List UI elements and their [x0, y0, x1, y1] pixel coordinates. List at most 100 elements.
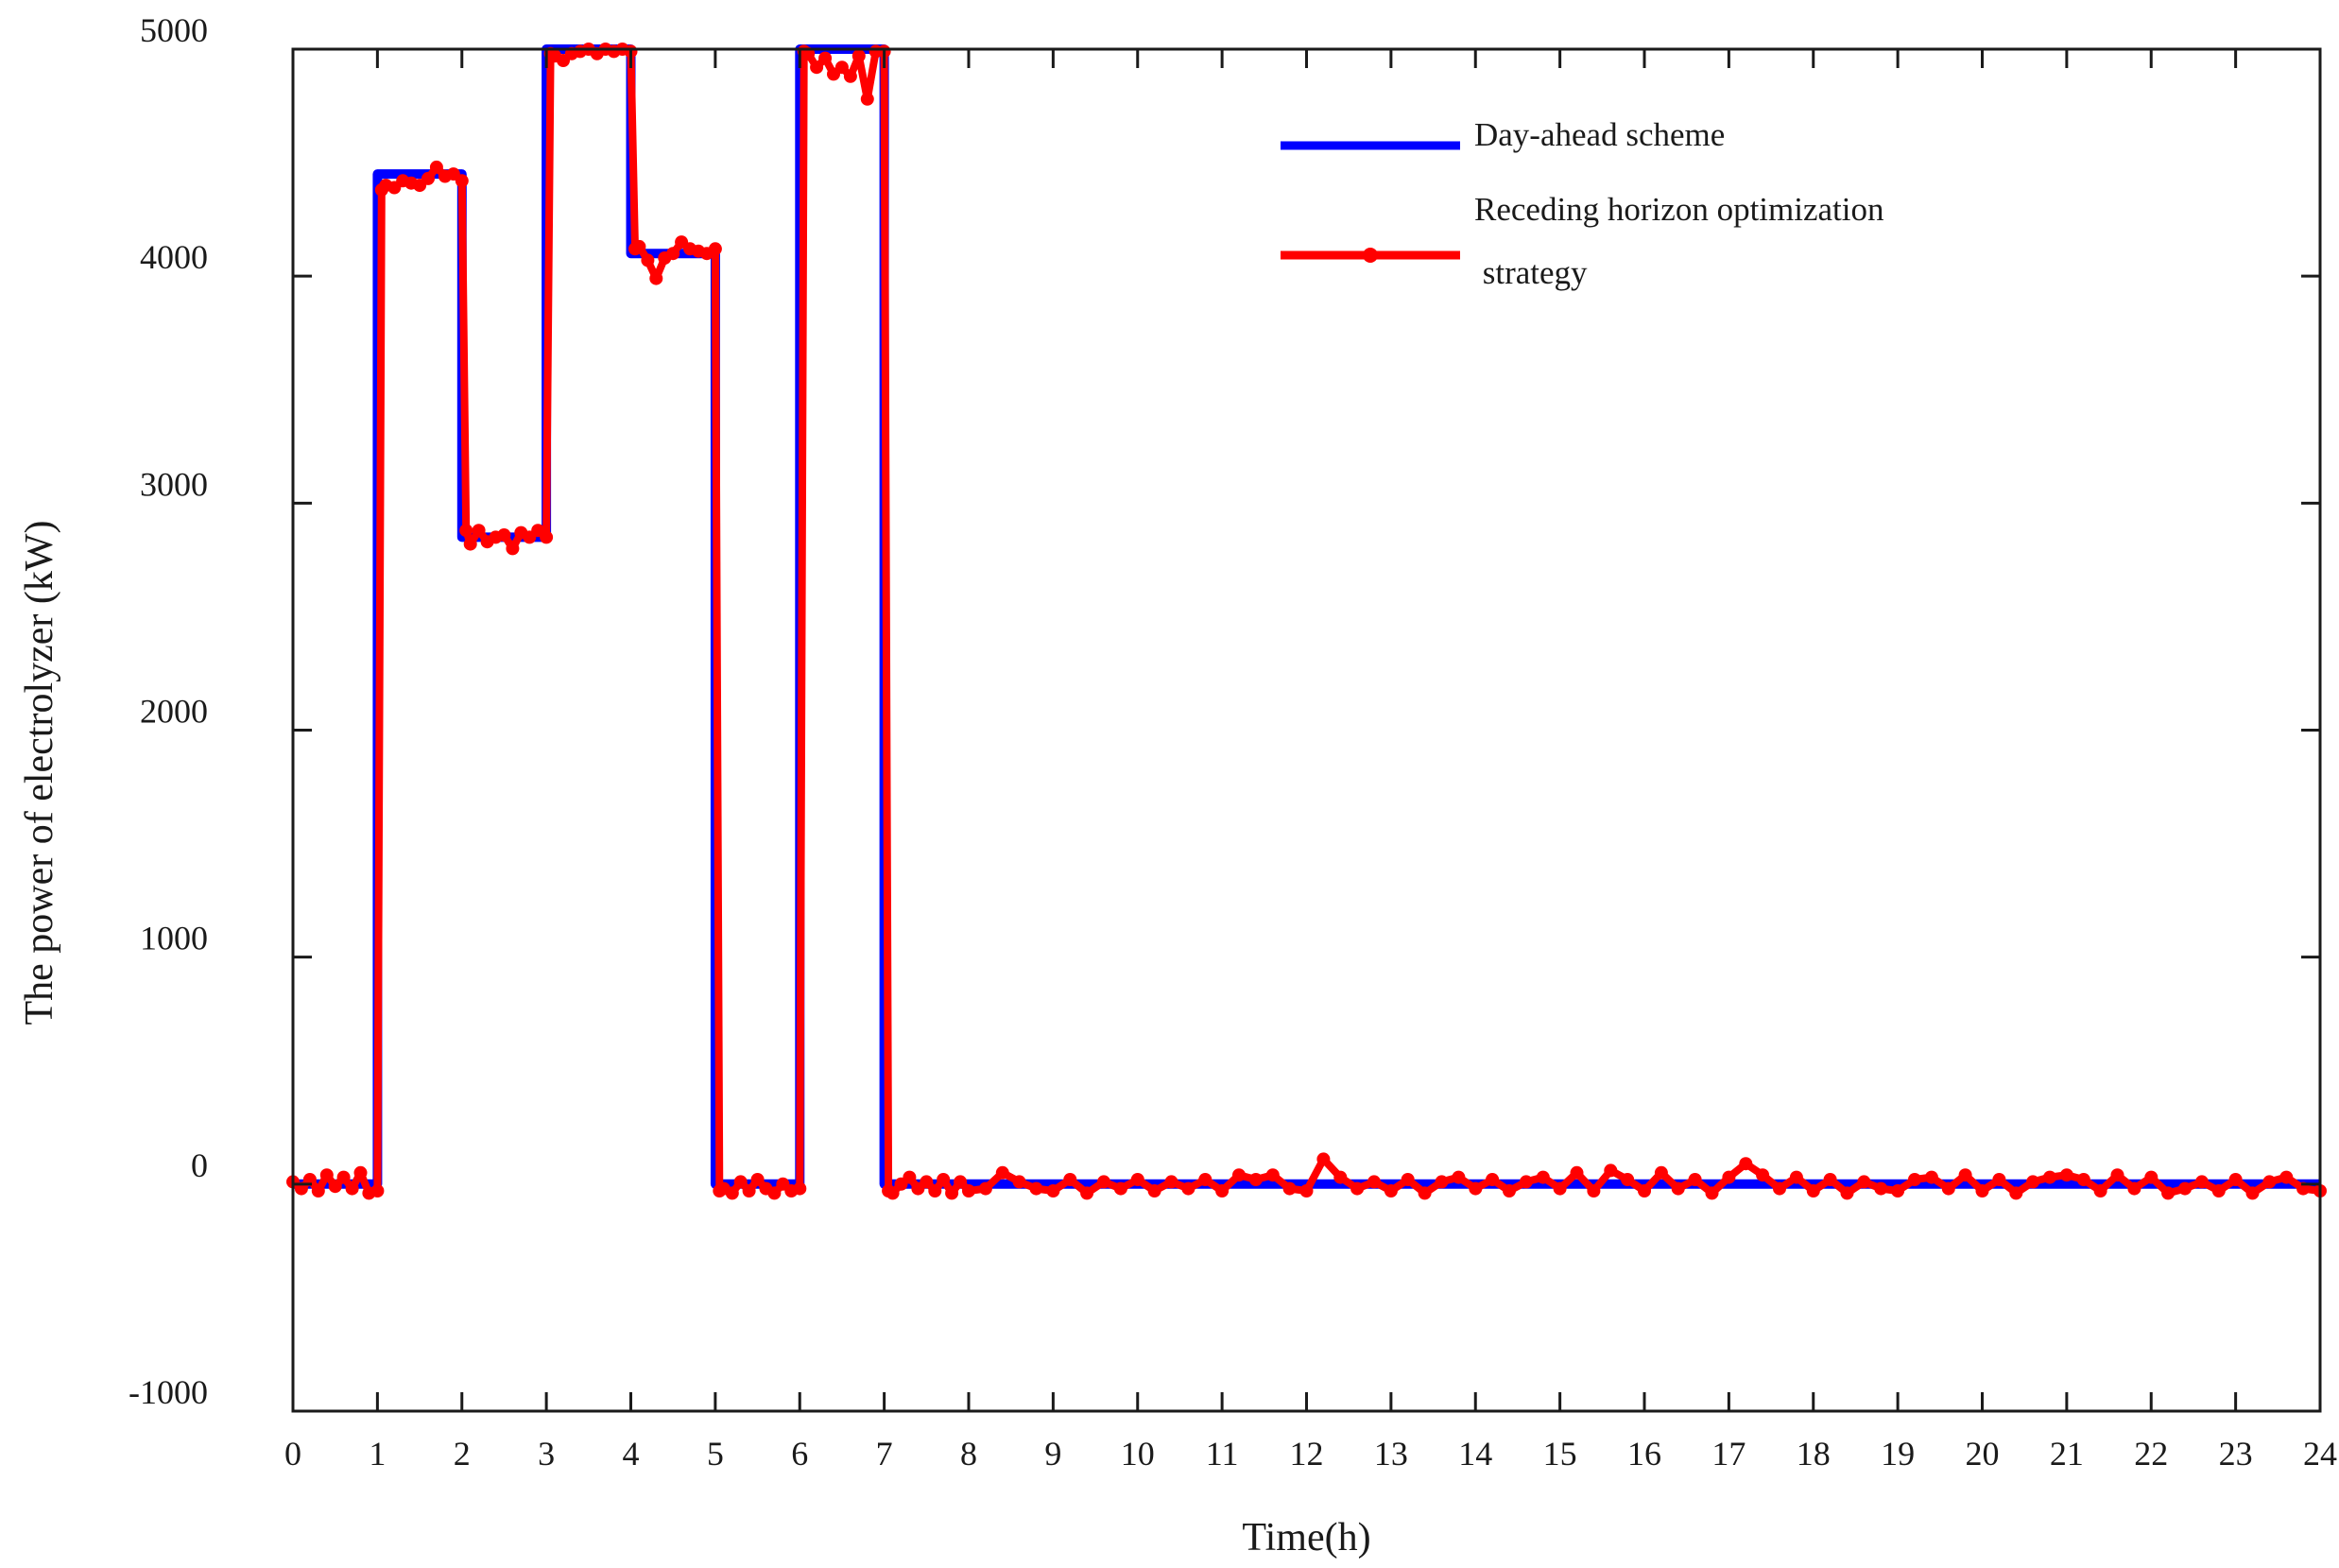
data-point-receding-horizon — [1435, 1175, 1449, 1189]
data-point-receding-horizon — [497, 528, 511, 542]
data-point-receding-horizon — [1840, 1186, 1854, 1200]
data-point-receding-horizon — [2093, 1184, 2107, 1198]
data-point-receding-horizon — [793, 1181, 807, 1196]
data-point-receding-horizon — [1350, 1181, 1365, 1196]
y-tick-label: 0 — [191, 1146, 208, 1184]
x-tick-label: 24 — [2303, 1435, 2337, 1473]
data-point-receding-horizon — [2026, 1175, 2040, 1189]
data-point-receding-horizon — [1891, 1184, 1905, 1198]
data-point-receding-horizon — [1722, 1170, 1736, 1184]
x-tick-label: 20 — [1966, 1435, 2000, 1473]
data-point-receding-horizon — [1265, 1168, 1280, 1182]
data-point-receding-horizon — [2194, 1175, 2209, 1189]
data-point-receding-horizon — [818, 51, 833, 65]
data-point-receding-horizon — [708, 242, 722, 256]
data-point-receding-horizon — [1654, 1165, 1668, 1180]
data-point-receding-horizon — [1739, 1157, 1753, 1171]
tick-labels-layer: 0 1 2 3 4 5 6 7 8 9 10 11 12 13 14 15 16 17 18 19 20 21 22 23 24… — [129, 11, 2337, 1473]
x-tick-label: 11 — [1206, 1435, 1239, 1473]
y-tick-label: 5000 — [140, 11, 208, 49]
data-point-receding-horizon — [1029, 1181, 1043, 1196]
data-point-receding-horizon — [725, 1186, 739, 1200]
data-point-receding-horizon — [945, 1186, 959, 1200]
data-point-receding-horizon — [1874, 1181, 1888, 1196]
data-point-receding-horizon — [2059, 1168, 2073, 1182]
x-tick-label: 8 — [960, 1435, 977, 1473]
legend-label-receding-horizon: Receding horizon optimization — [1474, 191, 1884, 228]
data-point-receding-horizon — [1503, 1184, 1516, 1198]
data-point-receding-horizon — [1333, 1170, 1348, 1184]
data-point-receding-horizon — [1299, 1184, 1314, 1198]
data-point-receding-horizon — [463, 537, 477, 551]
data-point-receding-horizon — [860, 92, 874, 106]
data-point-receding-horizon — [1215, 1184, 1230, 1198]
data-point-receding-horizon — [370, 1184, 385, 1198]
data-point-receding-horizon — [2076, 1173, 2090, 1186]
legend: Day-ahead scheme Receding horizon optimi… — [1281, 116, 1884, 291]
data-point-receding-horizon — [1164, 1175, 1178, 1189]
data-point-receding-horizon — [1063, 1173, 1077, 1186]
data-point-receding-horizon — [1367, 1175, 1381, 1189]
data-point-receding-horizon — [750, 1173, 765, 1186]
data-point-receding-horizon — [1941, 1181, 1955, 1196]
x-tick-label: 12 — [1290, 1435, 1324, 1473]
x-tick-label: 9 — [1044, 1435, 1061, 1473]
data-point-receding-horizon — [1789, 1170, 1803, 1184]
data-point-receding-horizon — [2043, 1170, 2056, 1184]
x-tick-label: 18 — [1797, 1435, 1831, 1473]
data-point-receding-horizon — [1705, 1186, 1719, 1200]
data-point-receding-horizon — [937, 1173, 951, 1186]
data-point-receding-horizon — [1536, 1170, 1550, 1184]
x-tick-label: 4 — [623, 1435, 640, 1473]
data-point-receding-horizon — [328, 1180, 342, 1194]
data-point-receding-horizon — [962, 1184, 975, 1198]
plot-frame — [291, 47, 2322, 1413]
data-point-receding-horizon — [1773, 1181, 1786, 1196]
data-point-receding-horizon — [353, 1165, 368, 1180]
data-point-receding-horizon — [1316, 1152, 1331, 1166]
data-point-receding-horizon — [1384, 1184, 1398, 1198]
data-point-receding-horizon — [1975, 1184, 1989, 1198]
x-tick-label: 10 — [1121, 1435, 1155, 1473]
data-point-receding-horizon — [641, 253, 655, 267]
data-point-receding-horizon — [1113, 1181, 1127, 1196]
legend-label-strategy: strategy — [1474, 254, 1588, 291]
x-tick-label: 14 — [1458, 1435, 1492, 1473]
y-tick-label: 4000 — [140, 238, 208, 276]
data-point-receding-horizon — [1012, 1175, 1026, 1189]
data-point-receding-horizon — [472, 524, 486, 538]
data-point-receding-horizon — [851, 49, 866, 63]
data-point-receding-horizon — [1248, 1173, 1263, 1186]
data-point-receding-horizon — [903, 1170, 917, 1184]
data-point-receding-horizon — [2178, 1181, 2192, 1196]
x-tick-label: 19 — [1881, 1435, 1915, 1473]
data-point-receding-horizon — [886, 1186, 900, 1200]
data-point-receding-horizon — [319, 1168, 334, 1182]
data-point-receding-horizon — [1418, 1186, 1432, 1200]
x-tick-label: 21 — [2050, 1435, 2084, 1473]
data-point-receding-horizon — [632, 239, 646, 253]
data-point-receding-horizon — [666, 247, 680, 261]
data-point-receding-horizon — [1908, 1173, 1921, 1186]
x-tick-label: 23 — [2219, 1435, 2253, 1473]
data-point-receding-horizon — [1638, 1184, 1651, 1198]
data-point-receding-horizon — [834, 60, 849, 75]
data-point-receding-horizon — [954, 1175, 968, 1189]
data-point-receding-horizon — [1958, 1168, 1972, 1182]
legend-marker-receding-horizon — [1363, 248, 1378, 263]
y-tick-label: 3000 — [140, 465, 208, 503]
x-tick-label: 0 — [284, 1435, 301, 1473]
data-point-receding-horizon — [1806, 1184, 1820, 1198]
data-point-receding-horizon — [455, 174, 469, 188]
data-point-receding-horizon — [1282, 1181, 1297, 1196]
data-point-receding-horizon — [1232, 1168, 1246, 1182]
y-tick-label: 2000 — [140, 693, 208, 731]
data-point-receding-horizon — [1823, 1173, 1837, 1186]
data-point-receding-horizon — [1097, 1175, 1110, 1189]
data-point-receding-horizon — [920, 1175, 934, 1189]
data-point-receding-horizon — [1924, 1170, 1938, 1184]
data-point-receding-horizon — [928, 1184, 942, 1198]
data-point-receding-horizon — [2009, 1186, 2023, 1200]
data-point-receding-horizon — [1671, 1181, 1685, 1196]
